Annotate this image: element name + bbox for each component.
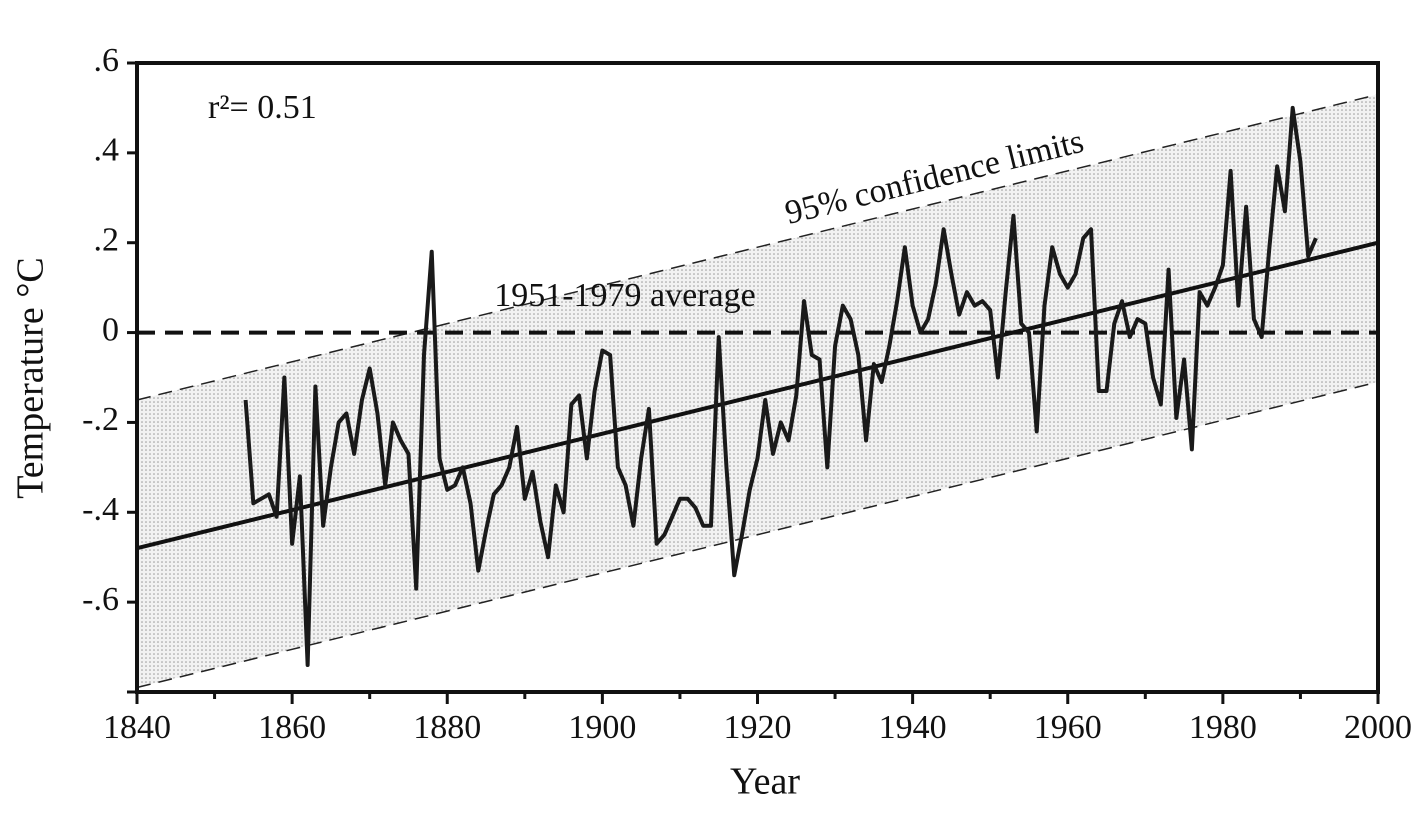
confidence-band: [137, 94, 1378, 688]
x-tick-label: 1960: [1034, 709, 1102, 746]
y-axis-label: Temperature °C: [10, 257, 52, 499]
x-tick-label: 1900: [568, 709, 636, 746]
y-tick-label: .2: [94, 222, 120, 259]
x-tick-label: 2000: [1344, 709, 1412, 746]
confidence-line: [136, 381, 1379, 689]
confidence-line: [136, 93, 1379, 401]
x-tick-label: 1920: [724, 709, 792, 746]
x-tick-label: 1860: [258, 709, 326, 746]
y-tick-label: -.4: [82, 491, 119, 528]
y-tick-label: .4: [94, 132, 120, 169]
y-tick-label: -.2: [82, 401, 119, 438]
x-tick-label: 1980: [1189, 709, 1257, 746]
y-tick-label: -.6: [82, 581, 119, 618]
x-tick-label: 1840: [103, 709, 171, 746]
x-tick-label: 1940: [879, 709, 947, 746]
temperature-line: [243, 105, 1318, 668]
annotation: 1951-1979 average: [494, 277, 756, 314]
y-tick-label: .6: [94, 42, 120, 79]
x-axis-label: Year: [730, 761, 800, 803]
x-tick-label: 1880: [413, 709, 481, 746]
annotation: r²= 0.51: [208, 89, 317, 126]
y-tick-label: 0: [102, 311, 119, 348]
